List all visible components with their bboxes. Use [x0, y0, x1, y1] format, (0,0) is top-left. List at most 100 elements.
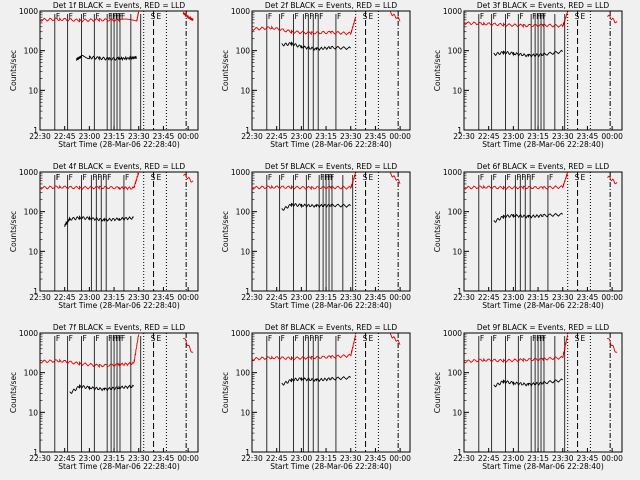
plot-frame [463, 171, 623, 292]
event-label: E [369, 173, 374, 182]
event-label: F [82, 334, 86, 343]
y-tick-label: 1000 [19, 168, 38, 177]
event-label: F [56, 173, 60, 182]
x-tick-label: 23:45 [153, 454, 175, 463]
y-tick-label: 1000 [231, 7, 250, 16]
series-line [493, 212, 563, 223]
event-label: F [95, 334, 99, 343]
x-tick-label: 22:30 [453, 132, 475, 141]
x-tick-label: 23:30 [128, 454, 150, 463]
x-axis-label: Start Time (28-Mar-06 22:28:40) [270, 301, 392, 310]
y-tick-label: 1 [33, 448, 38, 457]
series-line [281, 41, 352, 51]
event-label: F [294, 173, 298, 182]
event-label: F [56, 173, 60, 182]
event-label: S [363, 173, 368, 182]
event-label: F [56, 334, 60, 343]
y-axis-label: Counts/sec [9, 211, 18, 252]
y-tick-label: 100 [448, 208, 463, 217]
series-line [39, 171, 140, 191]
event-label: F [309, 334, 313, 343]
x-tick-label: 23:45 [577, 454, 599, 463]
event-label: F [480, 334, 484, 343]
series-line [182, 12, 194, 21]
event-label: E [157, 334, 162, 343]
x-axis-label: Start Time (28-Mar-06 22:28:40) [58, 140, 180, 149]
x-tick-label: 23:30 [552, 132, 574, 141]
y-tick-label: 1000 [231, 168, 250, 177]
x-tick-label: 23:30 [340, 293, 362, 302]
series-line [389, 333, 401, 345]
x-tick-label: 00:00 [389, 293, 411, 302]
event-label: F [69, 12, 73, 21]
series-line [251, 16, 356, 36]
event-label: F [493, 173, 497, 182]
event-label: F [92, 173, 96, 182]
event-label: F [330, 173, 334, 182]
x-tick-label: 23:30 [340, 132, 362, 141]
x-tick-label: 00:00 [177, 293, 199, 302]
x-tick-label: 00:00 [389, 454, 411, 463]
event-label: F [304, 334, 308, 343]
event-label: F [294, 334, 298, 343]
series-line [389, 11, 401, 22]
y-tick-label: 10 [452, 86, 462, 95]
y-tick-label: 10 [28, 247, 38, 256]
x-tick-label: 23:45 [365, 132, 387, 141]
y-tick-label: 100 [236, 369, 251, 378]
event-label: F [108, 334, 112, 343]
x-tick-label: 22:30 [241, 454, 263, 463]
y-tick-label: 100 [236, 208, 251, 217]
x-tick-label: 22:30 [241, 293, 263, 302]
chart-title: Det 5f BLACK = Events, RED = LLD [265, 162, 398, 171]
x-tick-label: 23:00 [291, 293, 313, 302]
event-label: F [337, 334, 341, 343]
series-line [606, 337, 618, 353]
x-tick-label: 23:30 [552, 454, 574, 463]
series-line [463, 11, 568, 29]
event-label: F [493, 334, 497, 343]
event-label: F [526, 173, 530, 182]
chart-title: Det 8f BLACK = Events, RED = LLD [265, 323, 398, 332]
chart-title: Det 7f BLACK = Events, RED = LLD [53, 323, 186, 332]
x-tick-label: 22:45 [54, 293, 76, 302]
y-axis-label: Counts/sec [9, 372, 18, 413]
x-axis-label: Start Time (28-Mar-06 22:28:40) [482, 140, 604, 149]
event-label: F [118, 334, 122, 343]
event-label: F [112, 334, 116, 343]
series-line [69, 384, 135, 394]
x-tick-label: 22:45 [478, 454, 500, 463]
event-label: E [157, 173, 162, 182]
series-line [64, 215, 134, 227]
plot-frame [251, 171, 411, 292]
y-tick-label: 1 [33, 126, 38, 135]
x-tick-label: 23:15 [527, 132, 549, 141]
event-label: F [268, 12, 272, 21]
event-label: F [294, 12, 298, 21]
event-label: F [532, 12, 536, 21]
event-label: F [125, 173, 129, 182]
y-tick-label: 1 [457, 448, 462, 457]
series-line [182, 337, 194, 353]
x-tick-label: 23:15 [527, 454, 549, 463]
event-label: F [506, 173, 510, 182]
event-label: F [531, 173, 535, 182]
x-tick-label: 00:00 [601, 454, 623, 463]
event-label: F [536, 334, 540, 343]
chart-panel: Det 3f BLACK = Events, RED = LLD 1 10 100 10… [433, 1, 623, 149]
y-tick-label: 100 [24, 208, 39, 217]
chart-title: Det 6f BLACK = Events, RED = LLD [477, 162, 610, 171]
event-label: S [575, 173, 580, 182]
event-label: S [363, 334, 368, 343]
event-label: E [369, 334, 374, 343]
event-label: E [581, 334, 586, 343]
event-label: S [151, 12, 156, 21]
x-axis-label: Start Time (28-Mar-06 22:28:40) [58, 301, 180, 310]
plot-frame [463, 10, 623, 131]
event-label: F [69, 173, 73, 182]
event-label: E [581, 12, 586, 21]
event-label: S [575, 12, 580, 21]
y-tick-label: 1 [245, 448, 250, 457]
event-label: F [506, 12, 510, 21]
